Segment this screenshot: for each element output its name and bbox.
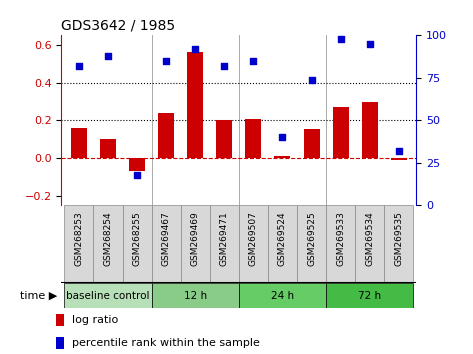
Bar [187,52,203,158]
Point [133,172,141,178]
FancyBboxPatch shape [64,205,94,283]
Text: GSM268253: GSM268253 [74,212,83,266]
Text: 72 h: 72 h [358,291,381,301]
Point [279,135,286,140]
Bar [216,120,232,158]
FancyBboxPatch shape [94,205,123,283]
FancyBboxPatch shape [239,283,326,308]
Text: GSM269533: GSM269533 [336,212,345,267]
Text: GSM268254: GSM268254 [104,212,113,266]
FancyBboxPatch shape [355,205,384,283]
Text: GSM268255: GSM268255 [132,212,141,266]
Bar [333,107,349,158]
Text: GSM269535: GSM269535 [394,212,403,267]
Point [220,63,228,69]
Point [192,46,199,52]
FancyBboxPatch shape [268,205,297,283]
FancyBboxPatch shape [326,205,355,283]
Text: 24 h: 24 h [271,291,294,301]
Bar [245,119,262,158]
FancyBboxPatch shape [152,283,239,308]
Bar [274,156,290,158]
Text: GSM269525: GSM269525 [307,212,316,266]
Bar [362,102,378,158]
FancyBboxPatch shape [181,205,210,283]
Text: GSM269467: GSM269467 [162,212,171,266]
Text: baseline control: baseline control [66,291,150,301]
FancyBboxPatch shape [210,205,239,283]
Text: GSM269534: GSM269534 [365,212,374,266]
FancyBboxPatch shape [64,283,152,308]
FancyBboxPatch shape [123,205,152,283]
Bar [391,158,407,160]
FancyBboxPatch shape [239,205,268,283]
Text: GSM269471: GSM269471 [220,212,229,266]
Text: GSM269524: GSM269524 [278,212,287,266]
Text: percentile rank within the sample: percentile rank within the sample [72,338,260,348]
Bar [71,128,87,158]
Text: GSM269469: GSM269469 [191,212,200,266]
Text: 12 h: 12 h [184,291,207,301]
Text: GDS3642 / 1985: GDS3642 / 1985 [61,19,175,33]
Text: log ratio: log ratio [72,315,118,325]
Bar [100,139,116,158]
Point [308,77,315,82]
Text: GSM269507: GSM269507 [249,212,258,267]
Bar [56,314,64,326]
Point [366,41,374,47]
Point [75,63,83,69]
FancyBboxPatch shape [384,205,413,283]
Point [395,148,403,154]
Point [250,58,257,64]
FancyBboxPatch shape [297,205,326,283]
FancyBboxPatch shape [326,283,413,308]
FancyBboxPatch shape [152,205,181,283]
Point [337,36,344,42]
Text: time ▶: time ▶ [19,291,57,301]
Bar [158,113,174,158]
Point [162,58,170,64]
Bar [129,158,145,171]
Bar [304,129,320,158]
Bar [56,337,64,349]
Point [104,53,112,59]
